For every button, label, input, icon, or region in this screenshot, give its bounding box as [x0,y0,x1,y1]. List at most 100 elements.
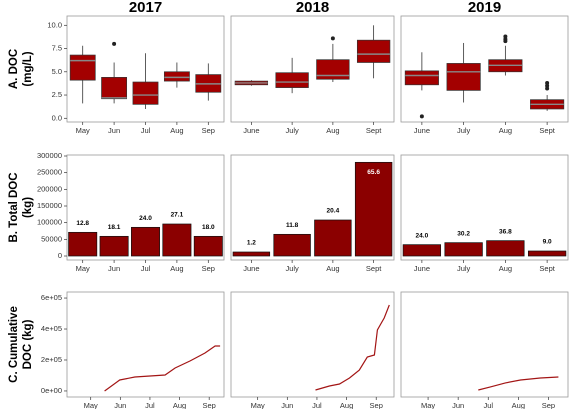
box-body [275,72,309,88]
x-tick-label: Sep [203,401,216,409]
x-tick-label: June [243,264,259,273]
bar-annotation: 12.8 [76,220,89,227]
panel-frame [230,291,395,398]
box-outlier [503,37,508,42]
x-tick-label: Jun [281,401,293,409]
x-tick-label: July [457,126,471,135]
y-tick-label: 200000 [37,184,62,193]
x-tick-label: Jul [141,126,151,135]
x-tick-label: Aug [499,126,512,135]
y-tick-label: 6e+05 [41,293,62,302]
x-tick-label: May [84,401,98,409]
x-tick-label: Jul [141,264,151,273]
y-axis-label: A. DOC [8,49,20,89]
panel-title: 2017 [129,0,162,16]
box-body [356,39,391,63]
bar [314,219,352,257]
y-tick-label: 4e+05 [41,324,62,333]
bar-annotation: 27.1 [171,212,184,219]
bar [68,231,98,257]
box-body [404,70,439,86]
y-tick-label: 2e+05 [41,355,62,364]
x-tick-label: Aug [170,126,183,135]
box-body [163,71,190,82]
x-tick-label: Jun [108,264,120,273]
y-tick-label: 0e+00 [41,386,62,395]
x-tick-label: June [414,264,430,273]
x-tick-label: May [76,126,90,135]
bar [354,161,393,257]
box-outlier [419,114,424,119]
x-tick-label: Jul [483,401,493,409]
x-tick-label: Aug [499,264,512,273]
bar [99,235,129,257]
panel-frame [66,291,225,398]
bar [527,250,567,257]
x-tick-label: Aug [170,264,183,273]
y-tick-label: 150000 [37,201,62,210]
box-outlier [545,80,550,85]
x-tick-label: Jun [452,401,464,409]
x-tick-label: May [76,264,90,273]
y-axis-label: (mg/L) [22,51,34,86]
x-tick-label: July [285,264,299,273]
bar [193,235,223,257]
box-body [69,54,96,81]
panel-frame [400,154,569,261]
y-tick-label: 300000 [37,151,62,160]
panel-frame [230,15,395,123]
x-tick-label: July [457,264,471,273]
y-axis-label: DOC (kg) [22,319,34,369]
x-tick-label: Jun [108,126,120,135]
bar-annotation: 1.2 [247,240,256,247]
box-body [132,81,159,105]
x-tick-label: May [251,401,265,409]
y-tick-label: 100000 [37,218,62,227]
x-tick-label: Aug [173,401,186,409]
panel-frame [400,291,569,398]
x-tick-label: Jul [145,401,155,409]
x-tick-label: Sept [539,126,555,135]
y-tick-label: 0 [58,251,62,260]
x-tick-label: June [243,126,259,135]
y-tick-label: 10.0 [47,20,62,29]
y-axis-label: B. Total DOC [8,172,20,242]
box-outlier [545,83,550,88]
x-tick-label: Sep [542,401,555,409]
x-tick-label: Sept [366,126,382,135]
x-tick-label: Sept [539,264,555,273]
bar [131,226,160,257]
bar-annotation: 30.2 [457,230,470,237]
y-axis-label: C. Cumulative [8,306,20,383]
box-outlier [330,36,335,41]
bar [273,233,311,257]
x-tick-label: Aug [340,401,353,409]
y-tick-label: 5.0 [52,67,62,76]
box-outlier [545,86,550,91]
y-tick-label: 2.5 [52,90,62,99]
bar [444,242,483,257]
bar-annotation: 9.0 [543,239,552,246]
x-tick-label: Jul [312,401,322,409]
x-tick-label: Aug [512,401,525,409]
x-tick-label: Sep [202,126,215,135]
bar-annotation: 24.0 [139,215,152,222]
x-tick-label: May [421,401,435,409]
x-tick-label: Sept [366,264,382,273]
y-tick-label: 50000 [41,234,62,243]
panel-title: 2018 [296,0,329,16]
x-tick-label: Sep [202,264,215,273]
x-tick-label: June [414,126,430,135]
cumulative-line [478,376,559,391]
bar-annotation: 11.8 [286,222,299,229]
bar [402,244,442,257]
x-tick-label: July [285,126,299,135]
cumulative-line [104,345,221,392]
bar-annotation: 18.1 [108,224,121,231]
y-axis-label: (kg) [22,197,34,218]
box-body [446,63,481,91]
box-body [101,77,128,100]
bar [232,251,271,257]
bar-annotation: 20.4 [327,208,340,215]
